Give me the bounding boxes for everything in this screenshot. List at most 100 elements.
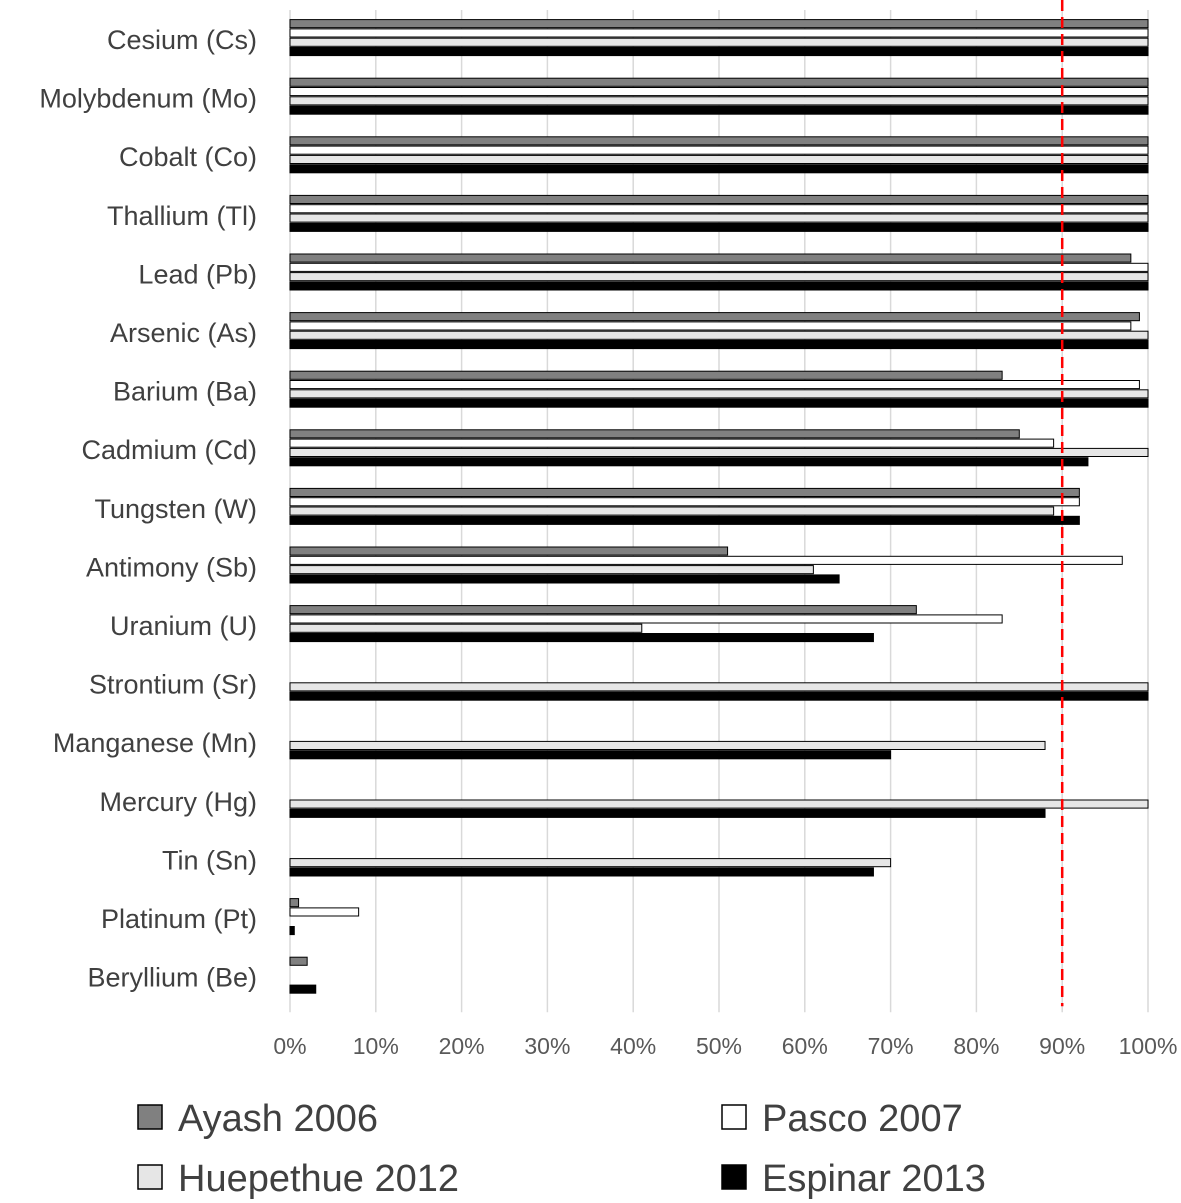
bar-espinar-2013-cobalt-co [289,164,1149,174]
bar-ayash-2006-beryllium-be [289,956,308,966]
bar-ayash-2006-molybdenum-mo [289,77,1149,87]
legend: Ayash 2006 Pasco 2007 Huepethue 2012 Espina… [137,1098,986,1200]
x-tick-label: 90% [1039,1033,1085,1059]
bar-pasco-2007-thallium-tl [289,204,1149,214]
x-tick-label: 30% [524,1033,570,1059]
legend-swatch [137,1104,163,1130]
category-label: Thallium (Tl) [107,201,257,231]
category-label: Platinum (Pt) [101,904,257,934]
category-label: Barium (Ba) [113,377,257,407]
bar-espinar-2013-cesium-cs [289,47,1149,57]
bar-espinar-2013-manganese-mn [289,750,892,760]
bar-pasco-2007-platinum-pt [289,907,360,917]
bar-espinar-2013-tin-sn [289,867,874,877]
category-label: Tungsten (W) [94,494,257,524]
category-label: Uranium (U) [110,611,257,641]
legend-swatch [137,1164,163,1190]
category-label: Beryllium (Be) [87,963,257,993]
bar-huepethue-2012-molybdenum-mo [289,96,1149,106]
bar-ayash-2006-thallium-tl [289,194,1149,204]
bars [289,19,1149,994]
category-label: Antimony (Sb) [86,552,257,582]
legend-label: Espinar 2013 [762,1158,986,1200]
bar-espinar-2013-mercury-hg [289,808,1046,818]
bar-ayash-2006-arsenic-as [289,312,1140,322]
x-tick-label: 10% [353,1033,399,1059]
bar-pasco-2007-molybdenum-mo [289,87,1149,97]
x-tick-label: 60% [782,1033,828,1059]
category-label: Manganese (Mn) [53,728,257,758]
bar-espinar-2013-uranium-u [289,633,874,643]
category-label: Mercury (Hg) [99,787,257,817]
x-tick-label: 80% [953,1033,999,1059]
bar-huepethue-2012-thallium-tl [289,213,1149,223]
bar-ayash-2006-platinum-pt [289,898,300,908]
bar-huepethue-2012-arsenic-as [289,330,1149,340]
x-tick-label: 20% [439,1033,485,1059]
bar-huepethue-2012-barium-ba [289,389,1149,399]
x-tick-label: 70% [868,1033,914,1059]
legend-label: Ayash 2006 [178,1098,378,1140]
legend-label: Huepethue 2012 [178,1158,459,1200]
bar-ayash-2006-barium-ba [289,370,1003,380]
bar-espinar-2013-strontium-sr [289,691,1149,701]
bar-espinar-2013-molybdenum-mo [289,105,1149,115]
bar-ayash-2006-cesium-cs [289,19,1149,29]
bar-espinar-2013-tungsten-w [289,515,1080,525]
bar-pasco-2007-cobalt-co [289,145,1149,155]
bar-huepethue-2012-antimony-sb [289,565,814,575]
bar-ayash-2006-tungsten-w [289,487,1080,497]
bar-huepethue-2012-cobalt-co [289,154,1149,164]
bar-huepethue-2012-cadmium-cd [289,447,1149,457]
bar-pasco-2007-cesium-cs [289,28,1149,38]
bar-pasco-2007-antimony-sb [289,555,1123,565]
x-tick-label: 0% [273,1033,306,1059]
bar-espinar-2013-platinum-pt [289,926,295,936]
bar-huepethue-2012-manganese-mn [289,740,1046,751]
category-label: Molybdenum (Mo) [39,84,257,114]
bar-pasco-2007-lead-pb [289,262,1149,272]
bar-huepethue-2012-strontium-sr [289,682,1149,692]
bar-espinar-2013-cadmium-cd [289,457,1089,467]
legend-item-huepethue-2012: Huepethue 2012 [137,1158,459,1200]
bar-espinar-2013-antimony-sb [289,574,840,584]
bar-pasco-2007-barium-ba [289,380,1140,390]
bar-espinar-2013-lead-pb [289,281,1149,291]
bar-pasco-2007-tungsten-w [289,497,1080,507]
legend-label: Pasco 2007 [762,1098,963,1140]
bar-pasco-2007-arsenic-as [289,321,1132,331]
bar-espinar-2013-thallium-tl [289,222,1149,232]
bar-huepethue-2012-uranium-u [289,623,643,633]
legend-item-pasco-2007: Pasco 2007 [721,1098,963,1140]
bar-ayash-2006-lead-pb [289,253,1132,263]
bar-pasco-2007-cadmium-cd [289,438,1055,448]
bar-huepethue-2012-tungsten-w [289,506,1055,516]
bar-huepethue-2012-lead-pb [289,272,1149,282]
bar-ayash-2006-cadmium-cd [289,429,1020,439]
category-labels: Cesium (Cs) Molybdenum (Mo) Cobalt (Co) Tha… [39,25,257,993]
bar-huepethue-2012-cesium-cs [289,37,1149,47]
category-label: Cesium (Cs) [107,25,257,55]
legend-swatch [721,1164,747,1190]
category-label: Arsenic (As) [110,318,257,348]
x-tick-label: 50% [696,1033,742,1059]
category-label: Tin (Sn) [162,845,257,875]
category-label: Cadmium (Cd) [81,435,257,465]
category-label: Lead (Pb) [138,259,257,289]
category-label: Strontium (Sr) [89,670,257,700]
x-tick-label: 100% [1119,1033,1178,1059]
legend-item-ayash-2006: Ayash 2006 [137,1098,378,1140]
bar-ayash-2006-antimony-sb [289,546,729,556]
x-tick-labels: 0% 10% 20% 30% 40% 50% 60% 70% 80% 90% 100% [273,1033,1177,1059]
bar-huepethue-2012-tin-sn [289,858,892,868]
bar-espinar-2013-barium-ba [289,398,1149,408]
bar-espinar-2013-beryllium-be [289,984,317,994]
category-label: Cobalt (Co) [119,142,257,172]
bar-huepethue-2012-mercury-hg [289,799,1149,809]
bar-ayash-2006-uranium-u [289,605,917,615]
bar-ayash-2006-cobalt-co [289,136,1149,146]
legend-item-espinar-2013: Espinar 2013 [721,1158,986,1200]
x-tick-label: 40% [610,1033,656,1059]
bar-espinar-2013-arsenic-as [289,340,1149,350]
